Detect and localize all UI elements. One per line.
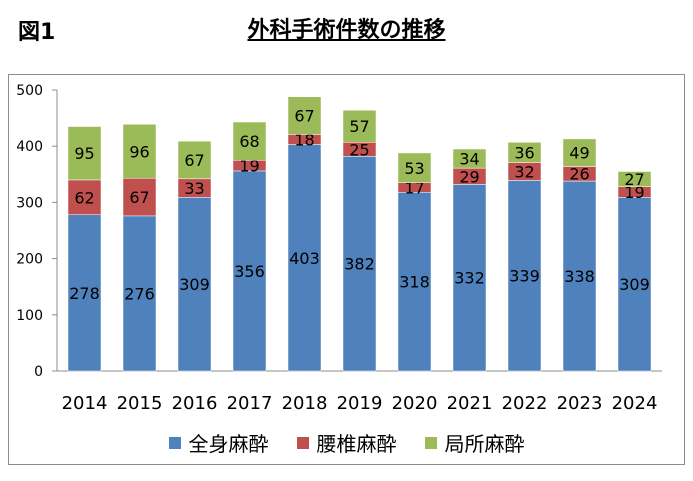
bar-segment xyxy=(287,96,322,135)
legend-swatch xyxy=(296,436,309,449)
x-tick-label: 2024 xyxy=(612,393,658,414)
chart-title: 外科手術件数の推移 xyxy=(247,18,446,43)
bar-segment xyxy=(122,215,157,372)
x-tick-label: 2016 xyxy=(172,393,218,414)
data-label: 356 xyxy=(234,262,265,281)
data-label: 53 xyxy=(404,159,424,178)
bar-segment xyxy=(562,138,597,167)
data-label: 34 xyxy=(459,150,479,169)
y-tick-label: 100 xyxy=(16,308,43,324)
x-tick-label: 2019 xyxy=(337,393,383,414)
legend-item: 全身麻酔 xyxy=(168,428,269,457)
legend-swatch xyxy=(424,436,437,449)
legend-item: 局所麻酔 xyxy=(424,428,525,457)
data-label: 309 xyxy=(619,275,650,294)
legend-swatch xyxy=(168,436,181,449)
x-tick-label: 2023 xyxy=(557,393,603,414)
chart-frame xyxy=(8,74,685,465)
data-label: 49 xyxy=(569,144,589,163)
data-label: 19 xyxy=(239,157,259,176)
figure-label: 図1 xyxy=(18,20,56,45)
chart-legend: 全身麻酔 腰椎麻酔 局所麻酔 xyxy=(0,428,693,457)
data-label: 27 xyxy=(624,170,644,189)
y-tick-label: 300 xyxy=(16,195,43,211)
bar-segment xyxy=(67,179,102,216)
data-label: 96 xyxy=(129,142,149,161)
x-tick-label: 2015 xyxy=(117,393,163,414)
data-label: 26 xyxy=(569,165,589,184)
data-label: 19 xyxy=(624,183,644,202)
bar-segment xyxy=(232,170,267,372)
bar-segment xyxy=(397,152,432,183)
bar-segment xyxy=(177,140,212,180)
data-label: 309 xyxy=(179,275,210,294)
x-tick-label: 2022 xyxy=(502,393,548,414)
bar-segment xyxy=(397,192,432,372)
x-tick-label: 2014 xyxy=(62,393,108,414)
data-label: 33 xyxy=(184,179,204,198)
bar-segment xyxy=(562,180,597,372)
y-tick-label: 200 xyxy=(16,252,43,268)
data-label: 67 xyxy=(184,151,204,170)
data-label: 68 xyxy=(239,132,259,151)
y-tick-label: 500 xyxy=(16,83,43,99)
bar-segment xyxy=(67,214,102,372)
bar-segment xyxy=(452,148,487,169)
legend-label: 全身麻酔 xyxy=(188,432,269,456)
data-label: 32 xyxy=(514,162,534,181)
data-label: 278 xyxy=(69,284,100,303)
y-tick-label: 0 xyxy=(34,364,43,380)
data-label: 25 xyxy=(349,140,369,159)
data-label: 318 xyxy=(399,273,430,292)
data-label: 276 xyxy=(124,284,155,303)
data-label: 332 xyxy=(454,269,485,288)
x-tick-label: 2021 xyxy=(447,393,493,414)
bar-segment xyxy=(67,126,102,181)
bar-segment xyxy=(617,171,652,187)
x-tick-label: 2017 xyxy=(227,393,273,414)
data-label: 338 xyxy=(564,267,595,286)
bar-segment xyxy=(342,156,377,372)
bar-segment xyxy=(617,197,652,372)
data-label: 36 xyxy=(514,143,534,162)
data-label: 95 xyxy=(74,144,94,163)
data-label: 18 xyxy=(294,130,314,149)
bar-segment xyxy=(452,184,487,372)
data-label: 17 xyxy=(404,179,424,198)
bar-segment xyxy=(232,121,267,161)
data-label: 403 xyxy=(289,249,320,268)
bar-segment xyxy=(507,180,542,372)
bar-segment xyxy=(287,144,322,372)
bar-segment xyxy=(342,109,377,143)
bar-segment xyxy=(177,197,212,372)
data-label: 57 xyxy=(349,117,369,136)
data-label: 29 xyxy=(459,167,479,186)
legend-label: 腰椎麻酔 xyxy=(316,432,397,456)
legend-item: 腰椎麻酔 xyxy=(296,428,397,457)
legend-label: 局所麻酔 xyxy=(444,432,525,456)
x-tick-label: 2020 xyxy=(392,393,438,414)
data-label: 67 xyxy=(129,188,149,207)
bar-segment xyxy=(507,142,542,163)
data-label: 62 xyxy=(74,188,94,207)
data-label: 339 xyxy=(509,267,540,286)
data-label: 382 xyxy=(344,255,375,274)
x-tick-label: 2018 xyxy=(282,393,328,414)
data-label: 67 xyxy=(294,107,314,126)
bar-segment xyxy=(122,124,157,179)
y-tick-label: 400 xyxy=(16,139,43,155)
